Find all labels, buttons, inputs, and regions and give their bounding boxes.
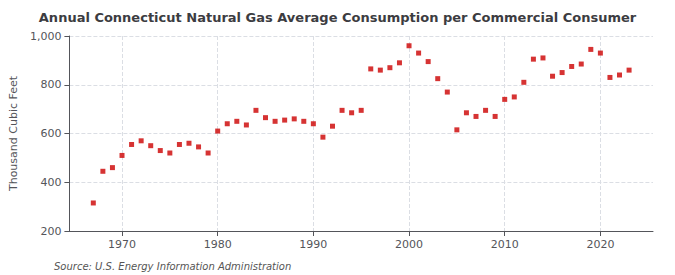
svg-text:1970: 1970 bbox=[108, 238, 136, 251]
svg-text:Annual Connecticut Natural Gas: Annual Connecticut Natural Gas Average C… bbox=[39, 10, 637, 25]
svg-text:2000: 2000 bbox=[395, 238, 423, 251]
svg-text:2020: 2020 bbox=[586, 238, 614, 251]
svg-text:Source: U.S. Energy Informatio: Source: U.S. Energy Information Administ… bbox=[54, 261, 291, 272]
svg-text:200: 200 bbox=[40, 225, 61, 238]
svg-text:600: 600 bbox=[40, 127, 61, 140]
svg-text:400: 400 bbox=[40, 176, 61, 189]
svg-text:1990: 1990 bbox=[299, 238, 327, 251]
svg-text:1980: 1980 bbox=[204, 238, 232, 251]
svg-text:800: 800 bbox=[40, 78, 61, 91]
svg-text:1,000: 1,000 bbox=[30, 30, 62, 43]
svg-text:Thousand Cubic Feet: Thousand Cubic Feet bbox=[7, 75, 20, 192]
svg-text:2010: 2010 bbox=[491, 238, 519, 251]
